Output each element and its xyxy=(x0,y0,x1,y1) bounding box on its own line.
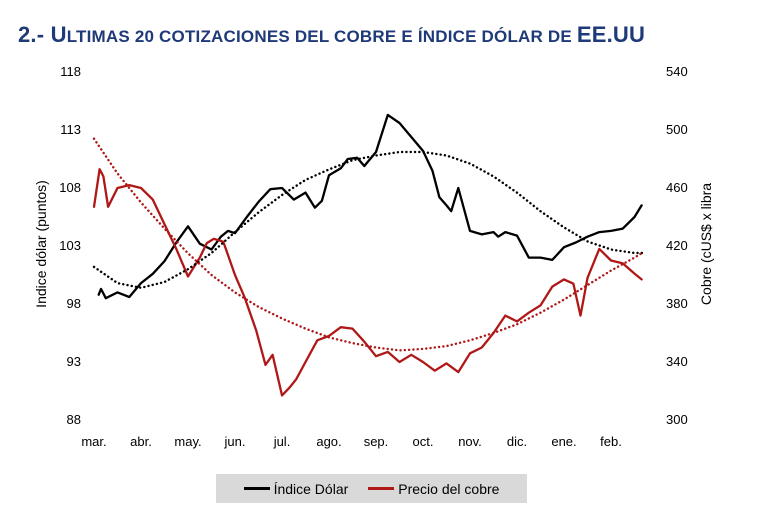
x-tick-label: jun. xyxy=(224,434,246,449)
right-y-tick-label: 460 xyxy=(666,180,688,195)
legend-item-copper: Precio del cobre xyxy=(368,481,499,497)
right-y-tick-label: 340 xyxy=(666,354,688,369)
left-y-tick-label: 88 xyxy=(67,412,81,427)
x-tick-label: feb. xyxy=(600,434,622,449)
left-axis-label: Indice dólar (puntos) xyxy=(33,180,49,308)
x-tick-label: may. xyxy=(174,434,201,449)
x-tick-label: mar. xyxy=(81,434,106,449)
dollar-trend-line xyxy=(92,150,646,289)
title-suffix: EE.UU xyxy=(576,22,646,47)
right-y-tick-label: 380 xyxy=(666,296,688,311)
copper-price-line xyxy=(92,168,643,397)
legend-label-dollar: Índice Dólar xyxy=(273,480,349,497)
copper-trend-line xyxy=(92,137,646,352)
x-tick-label: dic. xyxy=(507,434,527,449)
left-y-tick-label: 93 xyxy=(67,354,81,369)
left-y-tick-label: 108 xyxy=(59,180,81,195)
legend-swatch-copper xyxy=(368,487,395,490)
x-tick-label: jul. xyxy=(273,434,291,449)
left-y-tick-labels: 118 113 108 103 98 93 88 xyxy=(59,64,81,427)
right-y-tick-labels: 540 500 460 420 380 340 300 xyxy=(666,64,688,427)
title-prefix: 2.- U xyxy=(18,22,67,47)
x-tick-label: oct. xyxy=(413,434,434,449)
x-tick-label: abr. xyxy=(130,434,152,449)
left-y-tick-label: 103 xyxy=(59,238,81,253)
left-y-tick-label: 113 xyxy=(60,122,81,137)
dollar-index-line xyxy=(97,113,643,300)
right-y-tick-label: 300 xyxy=(666,412,688,427)
right-y-tick-label: 540 xyxy=(666,64,688,79)
chart-title: 2.- Ultimas 20 cotizaciones del cobre e … xyxy=(18,22,645,48)
legend-item-dollar: Índice Dólar xyxy=(243,480,349,497)
title-rest: ltimas 20 cotizaciones del cobre e índic… xyxy=(66,27,577,46)
legend-swatch-dollar xyxy=(243,487,270,490)
left-y-tick-label: 98 xyxy=(67,296,81,311)
plot-lines xyxy=(92,113,646,397)
x-tick-labels: mar. abr. may. jun. jul. ago. sep. oct. nov. dic.… xyxy=(81,434,621,449)
x-tick-label: nov. xyxy=(458,434,482,449)
legend: Índice Dólar Precio del cobre xyxy=(216,474,527,503)
x-tick-label: sep. xyxy=(364,434,389,449)
legend-label-copper: Precio del cobre xyxy=(398,480,500,497)
x-tick-label: ene. xyxy=(551,434,576,449)
right-y-tick-label: 420 xyxy=(666,238,688,253)
right-axis-label: Cobre (cUS$ x libra xyxy=(698,183,714,305)
x-tick-label: ago. xyxy=(316,434,341,449)
left-y-tick-label: 118 xyxy=(60,64,81,79)
right-y-tick-label: 500 xyxy=(666,122,688,137)
